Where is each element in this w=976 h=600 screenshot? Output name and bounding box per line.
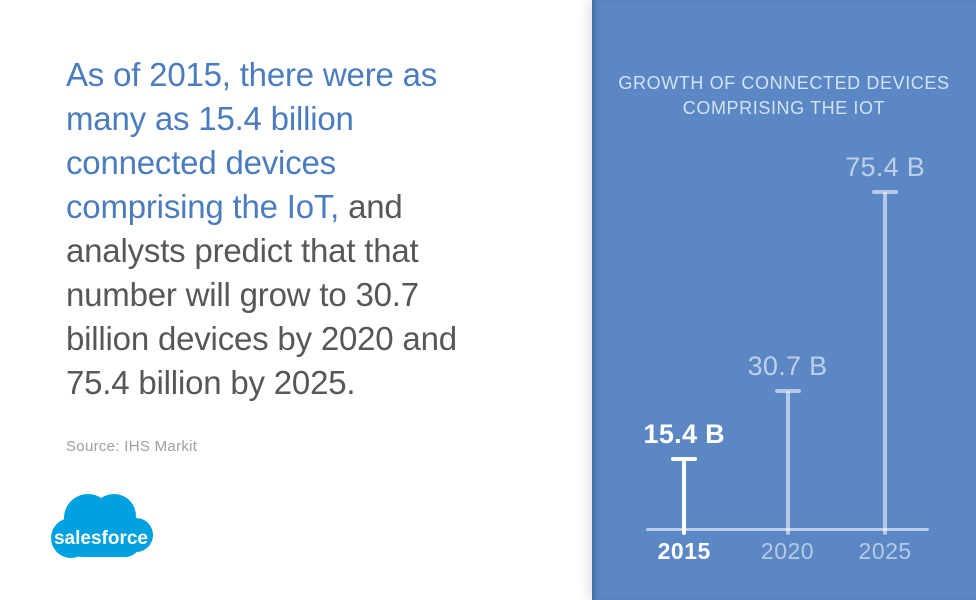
- headline-emphasis-text: connected devices: [66, 144, 336, 181]
- headline-line: 75.4 billion by 2025.: [66, 361, 457, 405]
- headline-body-text: and: [339, 188, 403, 225]
- headline-body-text: analysts predict that that: [66, 232, 419, 269]
- salesforce-wordmark: salesforce: [54, 528, 148, 549]
- value-label: 15.4 B: [643, 419, 725, 450]
- headline-body-text: 75.4 billion by 2025.: [66, 364, 356, 401]
- chart-title-line1: GROWTH OF CONNECTED DEVICES: [618, 73, 950, 93]
- headline-emphasis-text: As of 2015, there were as: [66, 56, 438, 93]
- lollipop-cap: [774, 389, 801, 394]
- left-panel: As of 2015, there were as many as 15.4 bi…: [48, 53, 458, 568]
- value-label: 75.4 B: [845, 152, 926, 182]
- headline-body-text: number will grow to 30.7: [66, 276, 419, 313]
- chart-title-line2: COMPRISING THE IOT: [682, 98, 886, 118]
- headline-line: many as 15.4 billion: [66, 97, 457, 141]
- lollipop-stick: [785, 391, 790, 535]
- lollipop-stick: [682, 459, 687, 535]
- salesforce-cloud-icon: salesforce: [51, 494, 153, 558]
- headline-line: number will grow to 30.7: [66, 273, 457, 317]
- lollipop-stick: [883, 192, 888, 535]
- headline-emphasis-text: comprising the IoT,: [66, 188, 340, 225]
- growth-chart: 15.4 B 2015 30.7 B 2020 75.4 B 2025: [592, 0, 976, 600]
- year-label: 2025: [858, 538, 912, 564]
- source-text: Source: IHS Markit: [66, 438, 198, 455]
- headline-emphasis-text: many as 15.4 billion: [66, 100, 354, 137]
- headline-line: billion devices by 2020 and: [66, 317, 457, 361]
- headline: As of 2015, there were as many as 15.4 bi…: [66, 53, 457, 405]
- headline-line: connected devices: [66, 141, 457, 185]
- year-label: 2015: [657, 538, 711, 564]
- headline-line: As of 2015, there were as: [66, 53, 457, 97]
- chart-title: GROWTH OF CONNECTED DEVICES COMPRISING T…: [592, 71, 976, 121]
- chart-panel: GROWTH OF CONNECTED DEVICES COMPRISING T…: [592, 0, 976, 600]
- salesforce-logo: salesforce: [48, 488, 154, 568]
- headline-body-text: billion devices by 2020 and: [66, 320, 457, 357]
- headline-line: comprising the IoT, and: [66, 185, 457, 229]
- year-label: 2020: [760, 538, 815, 564]
- value-label: 30.7 B: [747, 351, 828, 382]
- lollipop-cap: [671, 457, 698, 462]
- headline-line: analysts predict that that: [66, 229, 457, 273]
- lollipop-cap: [872, 190, 899, 194]
